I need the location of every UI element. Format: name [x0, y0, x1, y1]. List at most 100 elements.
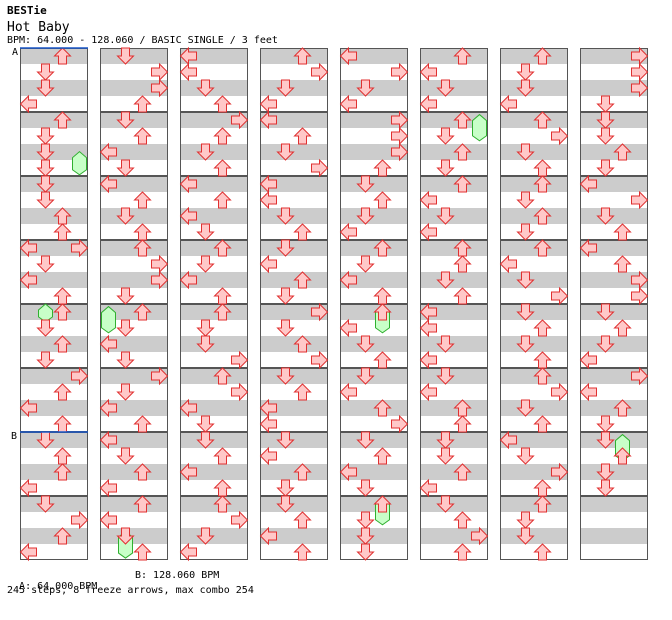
step-arrow-down: [356, 335, 375, 353]
step-arrow-down: [196, 143, 215, 161]
step-arrow-left: [579, 350, 597, 370]
step-arrow-right: [71, 238, 89, 258]
step-arrow-left: [99, 174, 117, 194]
step-arrow-down: [356, 207, 375, 225]
step-arrow-down: [276, 287, 295, 305]
measure-box: [500, 304, 568, 368]
step-arrow-down: [596, 95, 615, 113]
step-arrow-down: [116, 207, 135, 225]
step-arrow-up: [533, 47, 552, 65]
step-arrow-down: [596, 303, 615, 321]
step-arrow-up: [213, 367, 232, 385]
step-arrow-down: [276, 207, 295, 225]
step-arrow-down: [116, 447, 135, 465]
step-arrow-up: [53, 383, 72, 401]
measure-box: [340, 496, 408, 560]
measure-box: [340, 176, 408, 240]
step-arrow-left: [579, 382, 597, 402]
step-arrow-down: [276, 431, 295, 449]
step-arrow-down: [196, 255, 215, 273]
step-arrow-down: [596, 111, 615, 129]
measure-box: [340, 432, 408, 496]
step-arrow-down: [36, 255, 55, 273]
step-arrow-down: [36, 319, 55, 337]
step-arrow-up: [213, 239, 232, 257]
step-arrow-down: [276, 495, 295, 513]
measure-box: [420, 176, 488, 240]
step-arrow-left: [19, 398, 37, 418]
step-arrow-left: [99, 142, 117, 162]
step-arrow-right: [471, 526, 489, 546]
step-arrow-down: [36, 63, 55, 81]
measure-stripe: [580, 512, 648, 528]
step-arrow-up: [293, 127, 312, 145]
step-arrow-left: [579, 238, 597, 258]
step-arrow-down: [516, 143, 535, 161]
step-arrow-down: [276, 239, 295, 257]
step-arrow-down: [276, 479, 295, 497]
measure-box: [580, 240, 648, 304]
step-arrow-left: [99, 478, 117, 498]
step-arrow-up: [53, 527, 72, 545]
step-arrow-up: [213, 191, 232, 209]
step-arrow-left: [339, 46, 357, 66]
step-arrow-up: [213, 495, 232, 513]
step-arrow-left: [579, 174, 597, 194]
step-arrow-down: [356, 255, 375, 273]
step-arrow-left: [259, 526, 277, 546]
step-arrow-down: [596, 431, 615, 449]
step-arrow-up: [453, 47, 472, 65]
step-arrow-down: [596, 463, 615, 481]
step-arrow-down: [516, 271, 535, 289]
measure-box: [180, 496, 248, 560]
step-arrow-right: [231, 110, 249, 130]
step-arrow-up: [533, 175, 552, 193]
step-arrow-left: [419, 62, 437, 82]
step-arrow-down: [36, 159, 55, 177]
step-arrow-down: [356, 367, 375, 385]
step-arrow-down: [276, 319, 295, 337]
step-arrow-up: [53, 335, 72, 353]
measure-box: [260, 112, 328, 176]
measure-box: [260, 240, 328, 304]
step-arrow-left: [339, 94, 357, 114]
step-arrow-down: [356, 543, 375, 561]
step-arrow-right: [551, 126, 569, 146]
step-arrow-down: [36, 143, 55, 161]
measure-box: [260, 304, 328, 368]
step-arrow-down: [196, 431, 215, 449]
step-arrow-up: [133, 239, 152, 257]
measure-box: [580, 304, 648, 368]
step-arrow-left: [419, 94, 437, 114]
step-arrow-up: [453, 255, 472, 273]
measure-box: [100, 304, 168, 368]
step-arrow-down: [116, 159, 135, 177]
measure-box: [500, 112, 568, 176]
step-arrow-down: [196, 415, 215, 433]
step-arrow-down: [596, 127, 615, 145]
step-arrow-left: [419, 350, 437, 370]
step-arrow-left: [339, 382, 357, 402]
step-arrow-down: [436, 207, 455, 225]
step-arrow-up: [453, 143, 472, 161]
step-arrow-up: [213, 303, 232, 321]
step-arrow-up: [133, 191, 152, 209]
step-arrow-left: [99, 430, 117, 450]
step-arrow-up: [373, 351, 392, 369]
step-arrow-up: [53, 223, 72, 241]
step-arrow-up: [533, 319, 552, 337]
step-arrow-right: [231, 382, 249, 402]
measure-box: [500, 432, 568, 496]
step-arrow-up: [533, 111, 552, 129]
step-arrow-up: [293, 223, 312, 241]
measure-box: [180, 176, 248, 240]
step-arrow-up: [453, 463, 472, 481]
step-arrow-up: [613, 319, 632, 337]
step-arrow-up: [373, 495, 392, 513]
step-chart: [19, 46, 649, 562]
step-arrow-left: [99, 398, 117, 418]
step-arrow-right: [391, 142, 409, 162]
step-arrow-left: [19, 238, 37, 258]
step-arrow-left: [419, 222, 437, 242]
step-arrow-down: [436, 127, 455, 145]
